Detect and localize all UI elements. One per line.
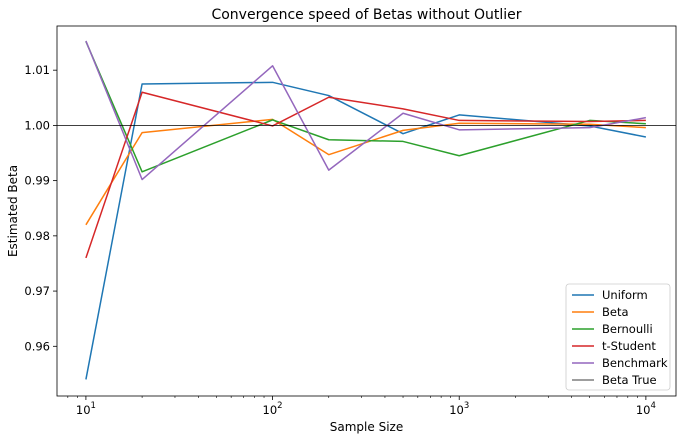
series-line-bernoulli (85, 41, 646, 173)
y-tick-label: 0.99 (24, 174, 50, 188)
series-line-t-student (85, 91, 646, 259)
y-axis-label: Estimated Beta (6, 165, 20, 257)
x-axis-label: Sample Size (330, 420, 403, 434)
legend-label-t-student: t-Student (602, 339, 656, 353)
y-axis-ticks: 0.96 0.97 0.98 0.99 1.00 1.01 (24, 63, 57, 353)
legend-label-beta-true: Beta True (602, 373, 657, 387)
x-tick-label: 102 (263, 401, 283, 417)
y-tick-label: 0.96 (24, 339, 50, 353)
legend-label-benchmark: Benchmark (602, 356, 668, 370)
y-tick-label: 1.01 (24, 63, 50, 77)
series-group (57, 40, 676, 380)
legend-label-bernoulli: Bernoulli (602, 322, 653, 336)
legend: Uniform Beta Bernoulli t-Student Benchmark Be… (565, 283, 671, 391)
x-tick-label: 101 (76, 401, 96, 417)
x-tick-label: 104 (636, 401, 656, 417)
chart-title: Convergence speed of Betas without Outli… (211, 7, 521, 23)
x-axis-ticks: 101 102 103 104 (67, 396, 656, 417)
legend-label-uniform: Uniform (602, 288, 648, 302)
legend-label-beta: Beta (602, 305, 629, 319)
x-tick-label: 103 (449, 401, 469, 417)
series-line-benchmark (85, 40, 647, 181)
y-tick-label: 0.98 (24, 229, 50, 243)
plot-area (56, 25, 677, 397)
y-tick-label: 0.97 (24, 284, 50, 298)
y-tick-label: 1.00 (24, 118, 50, 132)
